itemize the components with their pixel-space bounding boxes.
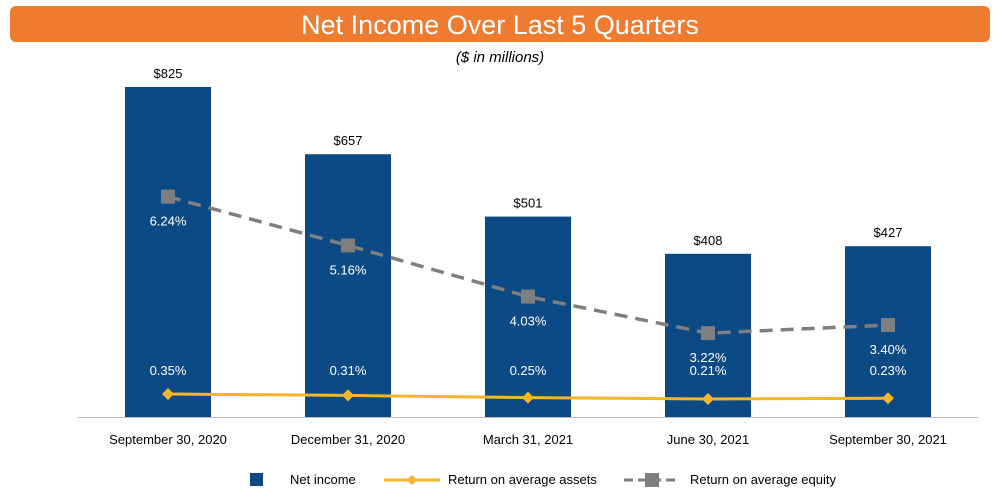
- legend-equity-label: Return on average equity: [690, 472, 836, 487]
- bar-value-label: $427: [874, 225, 903, 240]
- x-tick-label: March 31, 2021: [483, 432, 573, 447]
- equity-point: [701, 326, 715, 341]
- assets-point: [522, 391, 534, 404]
- bar-value-label: $657: [334, 133, 363, 148]
- net-income-bar: [305, 154, 391, 417]
- legend-assets-label: Return on average assets: [448, 472, 597, 487]
- bar-value-label: $825: [154, 66, 183, 81]
- chart-legend: Net income Return on average assets Retu…: [0, 470, 1000, 490]
- equity-data-label: 3.22%: [690, 350, 727, 365]
- title-banner: Net Income Over Last 5 Quarters: [10, 6, 990, 42]
- equity-data-label: 3.40%: [870, 342, 907, 357]
- assets-point: [342, 389, 354, 402]
- chart-title: Net Income Over Last 5 Quarters: [301, 10, 699, 40]
- equity-data-label: 4.03%: [510, 314, 547, 329]
- legend-net-income-label: Net income: [290, 472, 356, 487]
- equity-point: [881, 318, 895, 333]
- legend-equity-swatch: [624, 473, 680, 487]
- x-tick-label: June 30, 2021: [667, 432, 749, 447]
- assets-data-label: 0.25%: [510, 363, 547, 378]
- assets-point: [882, 392, 894, 405]
- bar-value-label: $408: [694, 233, 723, 248]
- chart-subtitle: ($ in millions): [455, 49, 545, 66]
- bar-value-label: $501: [514, 196, 543, 211]
- assets-data-label: 0.31%: [330, 363, 367, 378]
- assets-data-label: 0.23%: [870, 363, 907, 378]
- equity-point: [521, 289, 535, 304]
- equity-data-label: 6.24%: [150, 214, 187, 229]
- equity-line: [167, 194, 889, 335]
- equity-data-label: 5.16%: [330, 262, 367, 277]
- assets-data-label: 0.35%: [150, 363, 187, 378]
- net-income-bar: [485, 216, 571, 417]
- x-tick-label: September 30, 2021: [829, 432, 947, 447]
- x-tick-label: September 30, 2020: [109, 432, 227, 447]
- legend-net-income-swatch: [250, 473, 263, 486]
- legend-assets-swatch: [384, 475, 440, 485]
- net-income-chart: $825 $657 $501 $408 $427 September 30, 2020 De…: [78, 66, 978, 447]
- assets-point: [702, 393, 714, 406]
- assets-data-label: 0.21%: [690, 363, 727, 378]
- x-tick-label: December 31, 2020: [291, 432, 405, 447]
- equity-point: [341, 238, 355, 253]
- assets-point: [162, 388, 174, 401]
- equity-point: [161, 189, 175, 204]
- net-income-bar: [125, 87, 211, 417]
